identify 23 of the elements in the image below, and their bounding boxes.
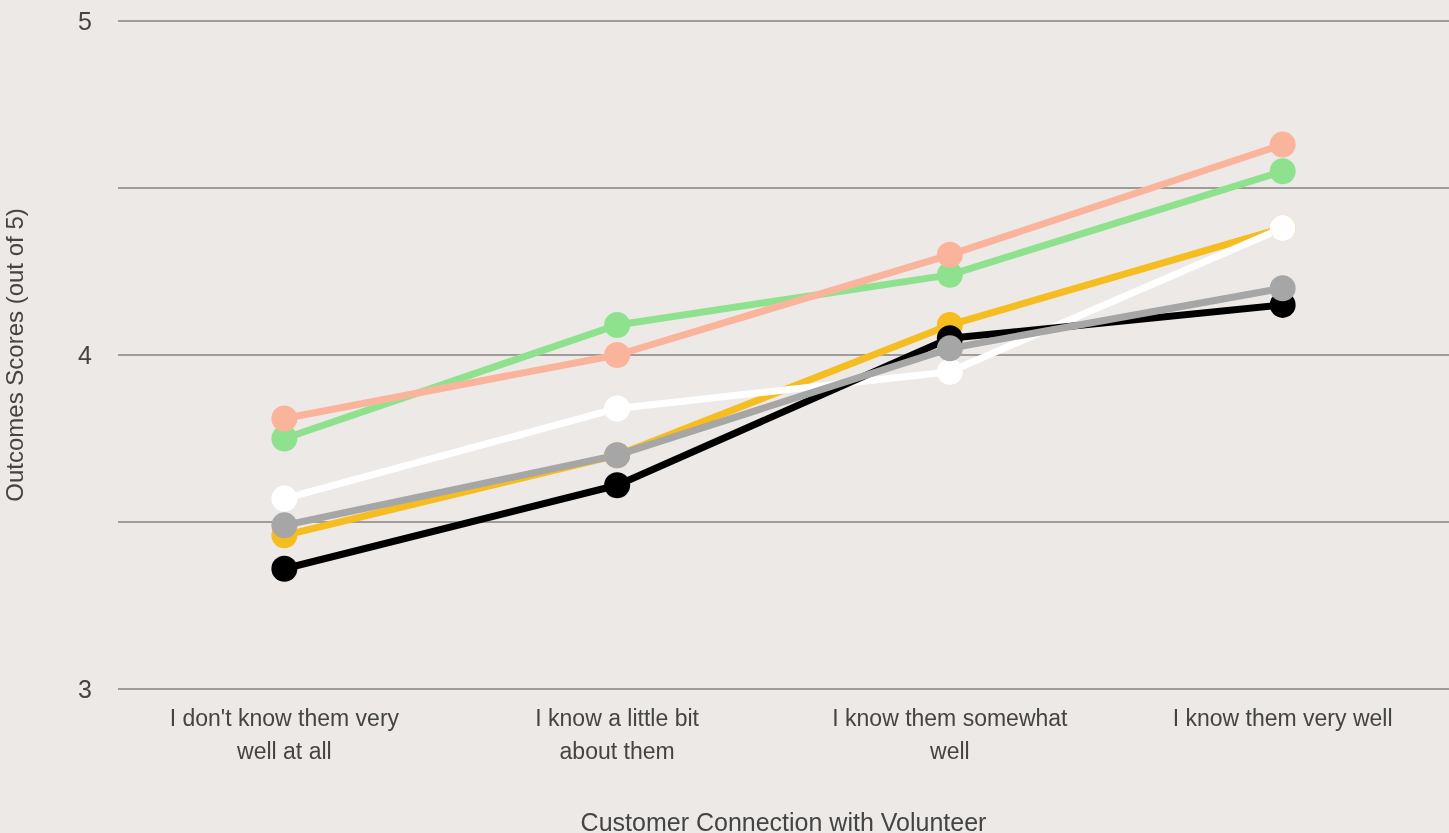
point	[271, 512, 298, 539]
y-tick-label: 3	[78, 674, 92, 703]
point	[936, 335, 963, 362]
point	[604, 342, 631, 368]
x-tick-label: I know them very well	[1172, 704, 1393, 731]
point	[604, 311, 631, 338]
y-tick-label: 5	[78, 6, 92, 35]
point	[271, 485, 298, 512]
point	[936, 358, 963, 385]
point	[936, 241, 963, 268]
point	[1269, 158, 1296, 185]
point	[271, 555, 298, 582]
y-axis-title: Outcomes Scores (out of 5)	[0, 208, 28, 502]
point	[604, 472, 631, 499]
x-tick-label: I know a little bit about them	[535, 704, 700, 765]
point	[604, 395, 631, 422]
y-tick-label: 4	[78, 340, 93, 369]
point	[1269, 131, 1296, 158]
x-tick-label: I don't know them very well at all	[169, 704, 400, 765]
x-tick-label: I know them somewhat well	[832, 704, 1069, 765]
x-axis-title: Customer Connection with Volunteer	[580, 808, 987, 833]
point	[1269, 275, 1296, 302]
point	[271, 405, 298, 432]
